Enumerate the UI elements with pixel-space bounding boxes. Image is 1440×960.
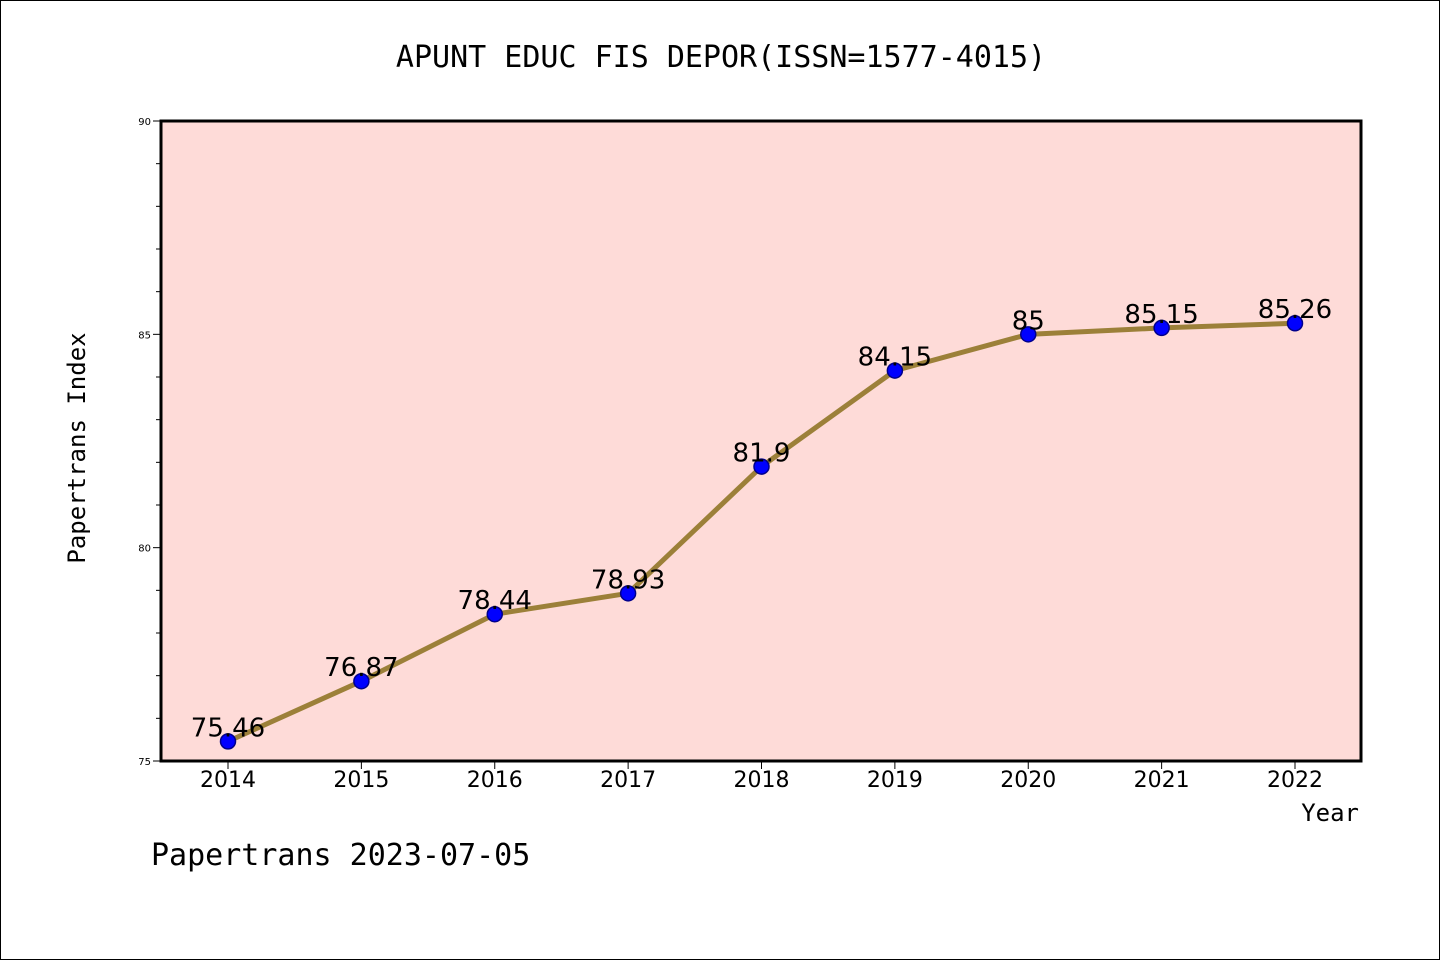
x-tick-label: 2021 bbox=[1134, 768, 1190, 793]
y-axis-label: Papertrans Index bbox=[63, 332, 91, 563]
x-tick-label: 2022 bbox=[1267, 768, 1323, 793]
data-label: 76.87 bbox=[324, 653, 398, 683]
data-label: 78.93 bbox=[591, 565, 665, 595]
x-axis-ticks: 2014 2015 2016 2017 2018 2019 2020 2021 2022 bbox=[200, 761, 1323, 793]
data-point bbox=[619, 585, 637, 602]
data-point bbox=[886, 362, 904, 379]
chart-title: APUNT EDUC FIS DEPOR(ISSN=1577-4015) bbox=[396, 40, 1046, 75]
data-markers bbox=[219, 314, 1304, 750]
data-label: 81.9 bbox=[733, 439, 791, 469]
x-axis-label: Year bbox=[1301, 799, 1359, 827]
x-tick-label: 2020 bbox=[1000, 768, 1056, 793]
data-point bbox=[753, 458, 770, 475]
data-point bbox=[353, 672, 370, 690]
data-label: 84.15 bbox=[858, 343, 932, 373]
data-point bbox=[1153, 319, 1170, 337]
y-tick-label: 85 bbox=[138, 330, 151, 341]
data-label: 85 bbox=[1012, 306, 1045, 336]
data-point bbox=[1020, 326, 1037, 343]
data-point bbox=[219, 733, 237, 750]
data-label: 85.26 bbox=[1258, 295, 1332, 325]
y-tick-label: 90 bbox=[138, 117, 151, 128]
footer-text: Papertrans 2023-07-05 bbox=[151, 838, 530, 873]
x-tick-label: 2018 bbox=[734, 768, 790, 793]
x-tick-label: 2017 bbox=[600, 768, 656, 793]
data-point bbox=[486, 605, 503, 623]
data-label: 78.44 bbox=[458, 586, 532, 616]
x-tick-label: 2019 bbox=[867, 768, 923, 793]
plot-area bbox=[159, 119, 1363, 763]
x-tick-label: 2014 bbox=[200, 768, 256, 793]
y-axis-ticks: 75 80 85 90 bbox=[138, 117, 161, 768]
data-label: 75.46 bbox=[191, 713, 265, 743]
x-tick-label: 2016 bbox=[467, 768, 523, 793]
y-tick-label: 75 bbox=[138, 757, 151, 768]
data-point bbox=[1286, 314, 1304, 332]
data-labels: 75.46 76.87 78.44 78.93 81.9 84.15 85 85.15 85.2… bbox=[191, 295, 1332, 743]
y-tick-label: 80 bbox=[138, 544, 151, 555]
data-label: 85.15 bbox=[1124, 300, 1198, 330]
x-tick-label: 2015 bbox=[333, 768, 389, 793]
